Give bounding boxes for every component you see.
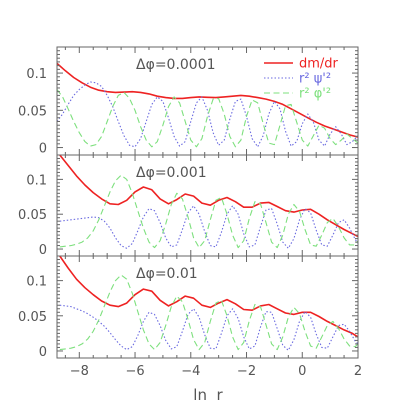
- y-tick-label: 0.05: [18, 208, 47, 223]
- panel-frame: [56, 255, 359, 359]
- series-phi-line: [57, 89, 358, 148]
- x-tick-label: −6: [125, 364, 144, 379]
- legend-label-dmdr: dm/dr: [299, 57, 339, 72]
- panel-2: 0 0.05 0.1 Δφ=0.001: [18, 154, 359, 258]
- y-tick-label: 0.1: [26, 67, 47, 82]
- y-tick-label: 0: [39, 243, 47, 258]
- x-tick-label: −4: [181, 364, 200, 379]
- series-psi-line: [59, 205, 358, 249]
- panel-series: [59, 256, 358, 351]
- panel-series: [57, 62, 358, 148]
- y-tick-label: 0: [39, 345, 47, 360]
- series-dmdr-line: [59, 155, 358, 238]
- x-tick-label: −8: [70, 364, 89, 379]
- legend-label-phi: r² φ'²: [299, 87, 331, 102]
- panel-series: [59, 155, 358, 249]
- legend-label-psi: r² ψ'²: [299, 72, 331, 87]
- panel-label: Δφ=0.001: [136, 165, 207, 181]
- x-axis-label: ln r: [193, 386, 223, 404]
- series-phi-line: [59, 174, 358, 249]
- series-dmdr-line: [57, 62, 358, 138]
- panel-3: 0 0.05 0.1 Δφ=0.01: [18, 255, 359, 360]
- series-psi-line: [59, 304, 358, 351]
- y-tick-label: 0.05: [18, 310, 47, 325]
- y-tick-label: 0.1: [26, 173, 47, 188]
- series-psi-line: [57, 81, 358, 148]
- panel-frame: [56, 154, 359, 257]
- x-tick-label: 2: [354, 364, 362, 379]
- series-dmdr-line: [59, 256, 358, 338]
- panel-label: Δφ=0.01: [136, 266, 198, 282]
- x-tick-label: 0: [298, 364, 306, 379]
- series-phi-line: [59, 274, 358, 351]
- panel-label: Δφ=0.0001: [136, 57, 216, 73]
- y-tick-label: 0.1: [26, 275, 47, 290]
- y-tick-label: 0.05: [18, 104, 47, 119]
- x-tick-label: −2: [237, 364, 256, 379]
- y-tick-label: 0: [39, 142, 47, 157]
